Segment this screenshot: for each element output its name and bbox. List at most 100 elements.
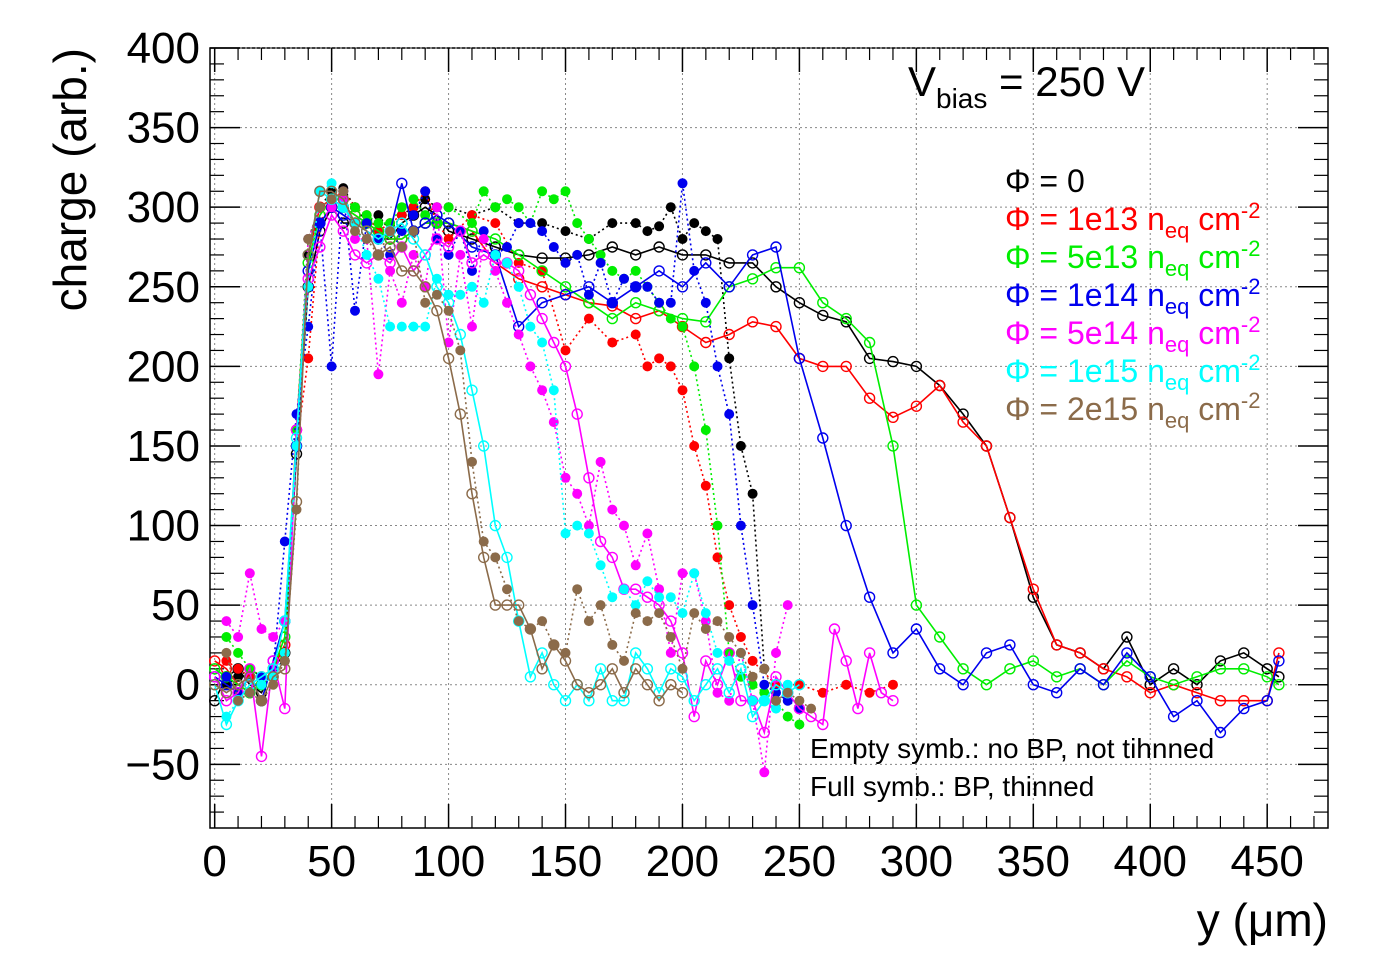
x-tick-label: 400 [1114,837,1187,886]
y-tick-label: 50 [151,581,200,630]
point-full [619,584,629,595]
point-full [443,249,454,260]
point-full [443,289,454,300]
point-open [431,217,443,229]
point-open [1273,679,1285,691]
point-open [676,647,689,659]
point-full [478,186,489,197]
point-open [1121,631,1133,643]
point-full [677,608,688,619]
point-open [630,663,642,675]
point-open [676,687,689,699]
point-full [502,584,512,595]
point-full [560,528,571,539]
point-open [723,328,735,341]
series-line-full [225,190,812,710]
y-tick-label: 250 [127,263,200,312]
point-full [712,234,723,244]
point-open [887,695,899,707]
point-full [244,687,255,698]
point-full [455,289,466,300]
point-open [665,679,677,691]
point-open [1261,695,1273,707]
point-full [747,488,758,499]
point-open [758,695,770,707]
point-open [583,281,595,293]
point-full [525,321,536,332]
point-open [208,679,221,691]
point-open [653,265,665,277]
point-open [349,217,361,229]
point-full [724,600,735,611]
point-open [665,615,677,627]
point-open [466,488,478,500]
point-full [619,520,629,531]
point-full [502,194,512,205]
point-full [689,441,700,451]
point-full [490,218,501,229]
point-full [513,616,524,627]
point-full [525,361,536,372]
point-open [232,679,244,691]
point-open [442,217,455,229]
point-open [1097,679,1110,691]
point-open [431,233,443,245]
point-open [349,249,361,261]
point-full [700,425,711,435]
point-open [1214,726,1227,739]
point-full [326,194,337,205]
point-full [759,767,770,778]
point-full [385,226,396,237]
point-full [700,297,711,308]
point-open [630,249,642,261]
point-open [840,519,852,532]
point-full [279,655,290,666]
point-open [583,687,595,699]
point-full [431,202,442,213]
point-open [793,297,806,309]
point-open [618,695,630,707]
x-tick-label: 450 [1230,837,1303,886]
point-open [431,305,443,317]
point-full [607,218,618,229]
point-open [513,265,525,277]
x-tick-label: 0 [202,837,226,886]
point-open [1027,679,1040,691]
point-open [606,297,618,309]
legend-entry-0: Φ = 0 [1005,163,1085,199]
point-open [384,241,396,253]
point-full [537,337,548,348]
point-full [806,703,817,714]
point-open [267,671,279,683]
y-tick-label: 100 [127,502,200,551]
point-full [373,218,384,229]
point-open [606,695,618,707]
point-full [665,632,676,642]
point-open [817,360,829,373]
point-open [290,432,303,444]
point-full [724,655,735,666]
point-full [548,385,559,396]
point-open [910,599,923,611]
point-full [279,536,290,547]
point-full [747,600,758,611]
point-open [980,440,993,452]
point-open [524,289,537,301]
point-full [420,297,431,308]
point-full [443,202,454,213]
point-full [373,273,384,284]
axis-ticks [210,47,1328,828]
legend-entry-6: Φ = 2e15 neq cm-2 [1005,388,1260,433]
point-full [654,297,665,308]
point-open [478,249,490,261]
point-full [420,210,431,221]
point-open [875,687,887,699]
point-open [641,663,654,675]
point-open [863,647,876,659]
point-full [268,632,279,642]
point-open [700,655,712,667]
point-open [1144,671,1156,683]
point-full [583,234,594,244]
point-open [454,225,466,237]
